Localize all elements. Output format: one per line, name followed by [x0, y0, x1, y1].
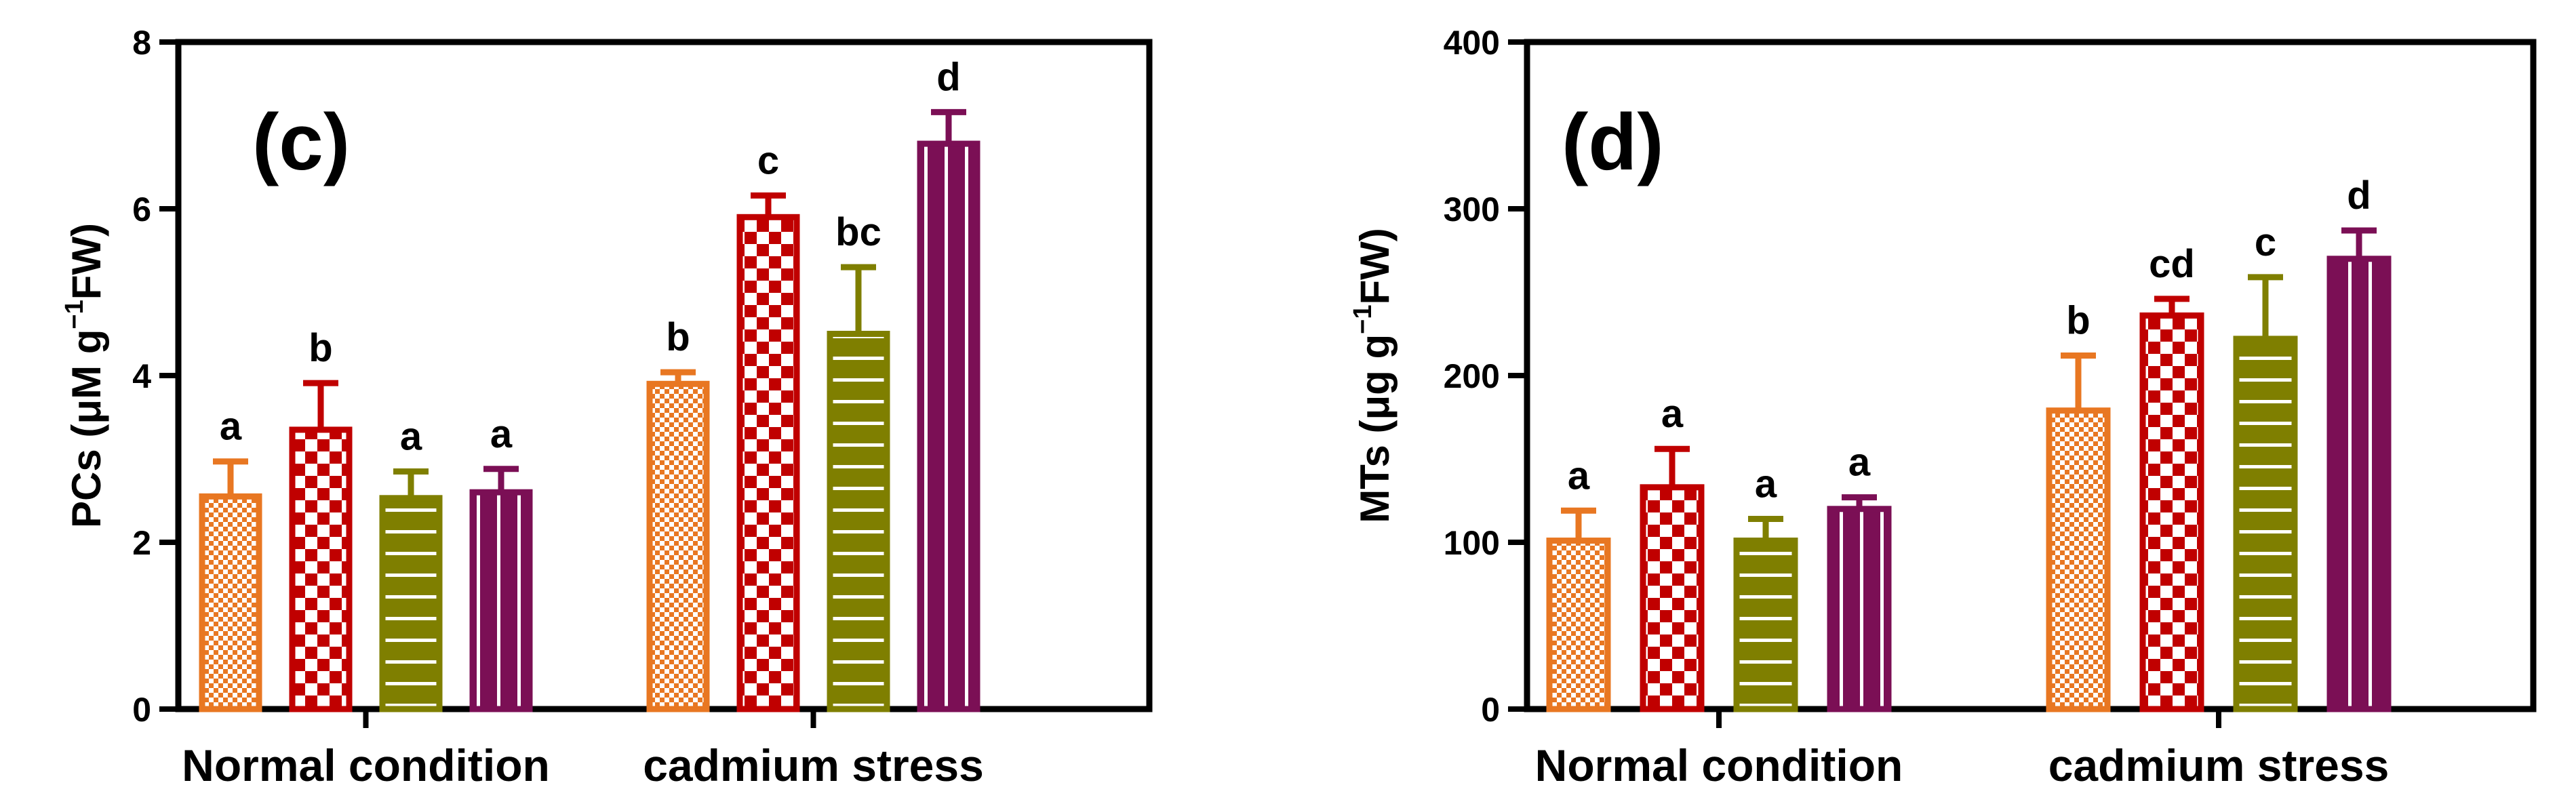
significance-letter: c [757, 138, 779, 182]
significance-letter: c [2255, 220, 2276, 264]
significance-letter: b [666, 315, 690, 359]
bar-vlines [469, 489, 533, 712]
y-tick-label: 100 [1444, 524, 1500, 562]
significance-letter: a [1568, 454, 1590, 498]
y-axis-label-main: MTs (μg g [1352, 334, 1398, 523]
y-tick-label: 200 [1444, 357, 1500, 395]
y-axis-label: PCs (μM g−1FW) [60, 223, 109, 528]
significance-letter: b [309, 326, 332, 370]
bar-vlines [1827, 506, 1892, 712]
bar-checker [736, 214, 800, 712]
significance-letter: a [1661, 392, 1684, 436]
bars-group: a b a cd a c a d [1546, 174, 2392, 712]
y-axis-label-sup: −1 [1349, 305, 1377, 334]
significance-letter: d [936, 55, 960, 99]
bar-hlines [2233, 336, 2298, 712]
x-axis-categories: Normal condition cadmium stress [1535, 709, 2390, 790]
bar-hlines [827, 331, 890, 712]
significance-letter: bc [835, 210, 881, 254]
bar-checker [1640, 484, 1705, 712]
y-tick-label: 4 [132, 357, 151, 395]
bar-hlines [379, 495, 443, 712]
y-axis-ticks: 0 100 200 300 400 [1444, 24, 1527, 729]
y-tick-label: 2 [132, 524, 151, 562]
significance-letter: a [1848, 441, 1871, 485]
y-tick-label: 300 [1444, 190, 1500, 228]
bar-checker [2139, 312, 2204, 712]
significance-letter: d [2347, 174, 2371, 218]
bar-vlines [2326, 256, 2392, 712]
significance-letter: cd [2149, 242, 2195, 286]
y-axis-label-tail: FW) [1352, 228, 1398, 304]
y-tick-label: 6 [132, 190, 151, 228]
significance-letter: b [2066, 298, 2090, 342]
bar-hlines [1733, 538, 1798, 712]
y-axis-label-main: PCs (μM g [64, 329, 109, 528]
bar-dots [199, 493, 262, 712]
x-category-label: Normal condition [1535, 740, 1903, 790]
bar-dots [646, 380, 710, 712]
panel-label: (c) [252, 98, 350, 187]
x-category-label: Normal condition [182, 740, 550, 790]
x-axis-categories: Normal condition cadmium stress [182, 709, 984, 790]
bar-vlines [917, 140, 980, 712]
x-category-label: cadmium stress [2048, 740, 2390, 790]
x-category-label: cadmium stress [643, 740, 984, 790]
y-axis-label-tail: FW) [64, 223, 109, 300]
significance-letter: a [490, 412, 513, 456]
y-axis-ticks: 0 2 4 6 8 [132, 24, 178, 729]
bar-checker [289, 426, 353, 712]
significance-letter: a [220, 405, 242, 449]
y-tick-label: 400 [1444, 24, 1500, 62]
y-tick-label: 0 [1481, 691, 1500, 729]
y-tick-label: 0 [132, 691, 151, 729]
significance-letter: a [1755, 462, 1777, 506]
y-axis-label: MTs (μg g−1FW) [1349, 228, 1398, 523]
bar-dots [1546, 538, 1611, 712]
bar-dots [2046, 407, 2111, 712]
significance-letter: a [400, 414, 422, 458]
y-axis-label-sup: −1 [60, 300, 89, 329]
panel-label: (d) [1562, 98, 1664, 187]
y-tick-label: 8 [132, 24, 151, 62]
